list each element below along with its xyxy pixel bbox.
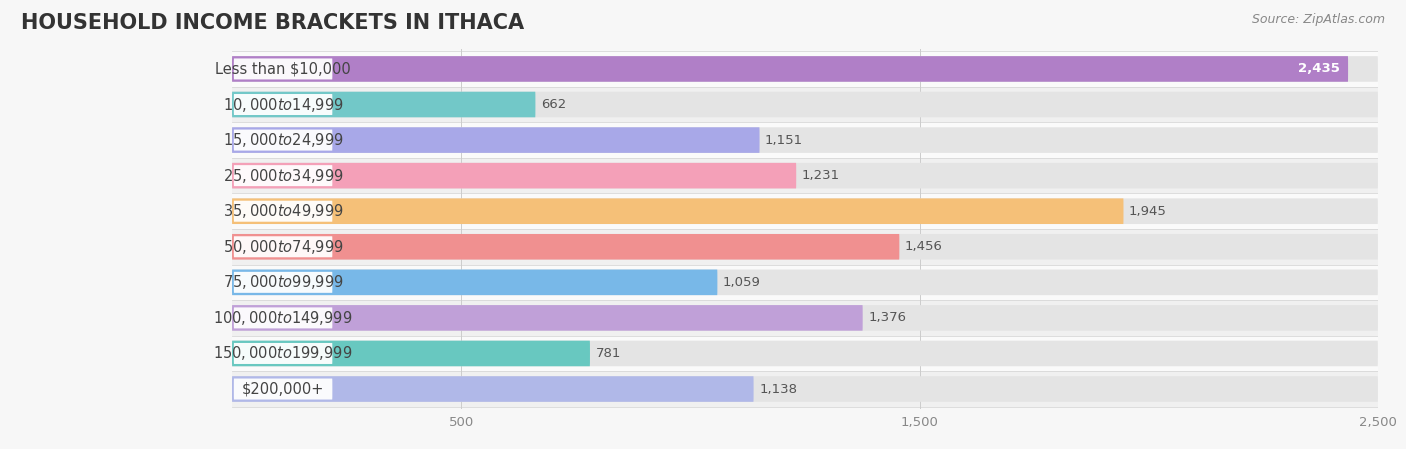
FancyBboxPatch shape bbox=[232, 127, 759, 153]
FancyBboxPatch shape bbox=[232, 305, 1378, 331]
Text: Source: ZipAtlas.com: Source: ZipAtlas.com bbox=[1251, 13, 1385, 26]
FancyBboxPatch shape bbox=[209, 229, 1400, 264]
FancyBboxPatch shape bbox=[232, 163, 1378, 189]
FancyBboxPatch shape bbox=[232, 92, 536, 117]
FancyBboxPatch shape bbox=[232, 341, 591, 366]
FancyBboxPatch shape bbox=[232, 127, 1378, 153]
FancyBboxPatch shape bbox=[209, 336, 1400, 371]
FancyBboxPatch shape bbox=[233, 308, 332, 328]
FancyBboxPatch shape bbox=[232, 269, 1378, 295]
Text: 1,138: 1,138 bbox=[759, 383, 797, 396]
FancyBboxPatch shape bbox=[232, 163, 796, 189]
FancyBboxPatch shape bbox=[209, 300, 1400, 336]
Text: $10,000 to $14,999: $10,000 to $14,999 bbox=[222, 96, 343, 114]
Text: $25,000 to $34,999: $25,000 to $34,999 bbox=[222, 167, 343, 185]
FancyBboxPatch shape bbox=[232, 376, 754, 402]
FancyBboxPatch shape bbox=[232, 234, 1378, 260]
FancyBboxPatch shape bbox=[209, 158, 1400, 194]
Text: 1,059: 1,059 bbox=[723, 276, 761, 289]
Text: $150,000 to $199,999: $150,000 to $199,999 bbox=[214, 344, 353, 362]
FancyBboxPatch shape bbox=[233, 94, 332, 115]
FancyBboxPatch shape bbox=[233, 379, 332, 400]
FancyBboxPatch shape bbox=[209, 87, 1400, 122]
FancyBboxPatch shape bbox=[209, 264, 1400, 300]
FancyBboxPatch shape bbox=[233, 201, 332, 222]
Text: 1,151: 1,151 bbox=[765, 134, 803, 146]
Text: 1,456: 1,456 bbox=[905, 240, 943, 253]
FancyBboxPatch shape bbox=[233, 58, 332, 79]
Text: $100,000 to $149,999: $100,000 to $149,999 bbox=[214, 309, 353, 327]
Text: $35,000 to $49,999: $35,000 to $49,999 bbox=[222, 202, 343, 220]
FancyBboxPatch shape bbox=[232, 92, 1378, 117]
FancyBboxPatch shape bbox=[233, 165, 332, 186]
Text: 1,376: 1,376 bbox=[868, 312, 907, 324]
FancyBboxPatch shape bbox=[232, 56, 1348, 82]
Text: 781: 781 bbox=[596, 347, 621, 360]
FancyBboxPatch shape bbox=[209, 371, 1400, 407]
FancyBboxPatch shape bbox=[232, 198, 1378, 224]
FancyBboxPatch shape bbox=[209, 194, 1400, 229]
FancyBboxPatch shape bbox=[232, 56, 1378, 82]
Text: 1,231: 1,231 bbox=[801, 169, 839, 182]
FancyBboxPatch shape bbox=[232, 198, 1123, 224]
FancyBboxPatch shape bbox=[209, 51, 1400, 87]
Text: 2,435: 2,435 bbox=[1298, 62, 1340, 75]
Text: HOUSEHOLD INCOME BRACKETS IN ITHACA: HOUSEHOLD INCOME BRACKETS IN ITHACA bbox=[21, 13, 524, 34]
Text: $15,000 to $24,999: $15,000 to $24,999 bbox=[222, 131, 343, 149]
Text: 662: 662 bbox=[541, 98, 567, 111]
Text: $200,000+: $200,000+ bbox=[242, 382, 325, 396]
FancyBboxPatch shape bbox=[233, 272, 332, 293]
FancyBboxPatch shape bbox=[233, 130, 332, 150]
FancyBboxPatch shape bbox=[232, 234, 900, 260]
FancyBboxPatch shape bbox=[232, 305, 863, 331]
Text: $75,000 to $99,999: $75,000 to $99,999 bbox=[222, 273, 343, 291]
Text: 1,945: 1,945 bbox=[1129, 205, 1167, 218]
Text: Less than $10,000: Less than $10,000 bbox=[215, 62, 352, 76]
FancyBboxPatch shape bbox=[232, 341, 1378, 366]
FancyBboxPatch shape bbox=[209, 122, 1400, 158]
Text: $50,000 to $74,999: $50,000 to $74,999 bbox=[222, 238, 343, 256]
FancyBboxPatch shape bbox=[233, 343, 332, 364]
FancyBboxPatch shape bbox=[232, 376, 1378, 402]
FancyBboxPatch shape bbox=[232, 269, 717, 295]
FancyBboxPatch shape bbox=[233, 236, 332, 257]
